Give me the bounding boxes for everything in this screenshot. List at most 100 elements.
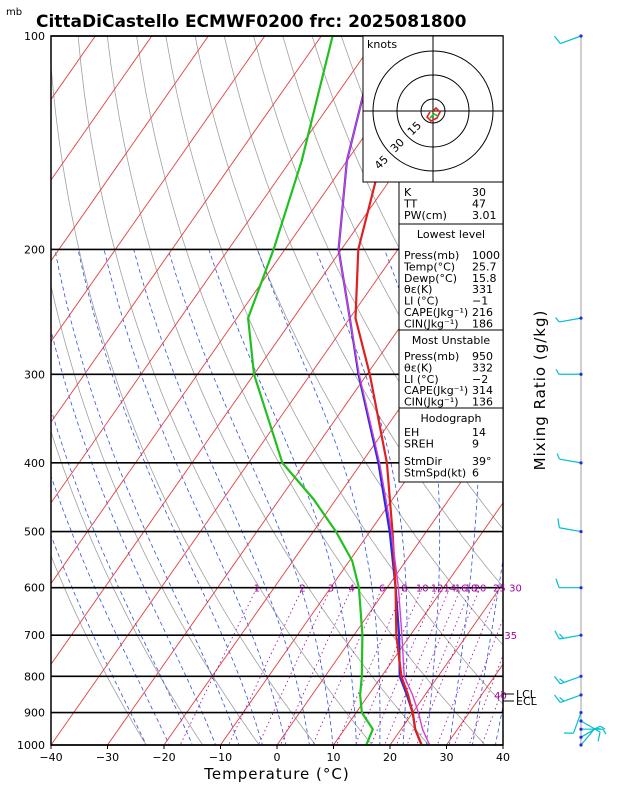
pressure-tick-300: 300 <box>24 368 45 381</box>
wind-barb-flag <box>559 678 565 683</box>
lowest-level-value-1: 25.7 <box>472 260 497 273</box>
wind-barb-staff <box>559 317 582 323</box>
pressure-tick-700: 700 <box>24 629 45 642</box>
hodograph-trace-upper <box>429 113 439 119</box>
dry-adiabat-line <box>51 284 260 745</box>
temperature-tick-20: 20 <box>383 751 397 764</box>
mixing-ratio-line <box>228 587 303 745</box>
pressure-axis-ticks: 100 200 300 400 500 600 700 800 900 1000 <box>17 30 45 752</box>
hodograph-header: Hodograph <box>421 412 482 425</box>
isotherm-line <box>51 36 209 262</box>
moist-adiabat-line <box>77 249 263 745</box>
most-unstable-label-2: LI (°C) <box>404 373 439 386</box>
mixing-ratio-lines <box>179 587 503 745</box>
lowest-level-label-3: θε(K) <box>404 283 432 296</box>
pressure-tick-100: 100 <box>24 30 45 43</box>
mixing-ratio-label-10: 10 <box>416 584 429 595</box>
wind-barb-flag <box>559 696 565 702</box>
most-unstable-value-1: 332 <box>472 361 493 374</box>
moist-adiabat-line <box>103 249 287 745</box>
moist-adiabat-line <box>256 249 381 745</box>
mixing-ratio-label-4: 4 <box>349 584 355 595</box>
lowest-level-value-0: 1000 <box>472 249 500 262</box>
lowest-level-value-2: 15.8 <box>472 272 497 285</box>
wind-barb-station <box>579 316 583 320</box>
most-unstable-label-1: θε(K) <box>404 361 432 374</box>
storm-index-label-0: StmDir <box>404 455 443 468</box>
pressure-tick-200: 200 <box>24 243 45 256</box>
lowest-level-label-2: Dewp(°C) <box>404 272 457 285</box>
general-index-label-2: PW(cm) <box>404 209 447 222</box>
lowest-level-label-1: Temp(°C) <box>403 260 455 273</box>
wind-barb-flag <box>553 35 561 44</box>
dry-adiabat-line <box>223 36 503 588</box>
isotherm-line <box>276 421 503 745</box>
hodograph-unit: knots <box>367 38 397 51</box>
hodograph-index-value-1: 9 <box>472 437 479 450</box>
moist-adiabat-line <box>315 249 408 745</box>
mixing-ratio-line <box>280 587 353 745</box>
sounding-profiles <box>247 36 436 745</box>
isotherm-line <box>51 36 379 504</box>
wind-barb <box>579 719 601 742</box>
general-index-value-1: 47 <box>472 197 486 210</box>
isotherm-line <box>51 36 322 423</box>
dry-adiabat-line <box>51 430 204 745</box>
dry-adiabat-line <box>194 36 503 646</box>
wind-barb <box>553 34 583 45</box>
wind-barb-flag <box>556 453 560 460</box>
mixing-ratio-label-40: 40 <box>494 691 507 702</box>
mixing-ratio-label-18: 18 <box>465 584 478 595</box>
wind-barb-station <box>579 735 583 739</box>
wind-barb-station <box>579 633 583 637</box>
general-index-label-0: K <box>404 186 412 199</box>
temperature-tick--20: −20 <box>152 751 175 764</box>
moist-adiabat-line <box>133 249 310 745</box>
wind-barb-station <box>579 743 583 747</box>
mixing-ratio-label-2: 2 <box>299 584 305 595</box>
wind-barb-flag <box>597 731 601 742</box>
moist-adiabat-line <box>51 474 170 745</box>
dry-adiabat-line <box>487 36 503 69</box>
wind-barb-staff <box>572 712 582 734</box>
wind-barb <box>557 518 583 534</box>
moist-adiabat-line <box>494 704 503 745</box>
mixing-ratio-label-8: 8 <box>401 584 407 595</box>
most-unstable-label-3: CAPE(Jkg⁻¹) <box>404 384 468 397</box>
dry-adiabat-line <box>77 36 373 745</box>
moist-adiabat-line <box>51 407 193 745</box>
wind-barb <box>579 727 607 735</box>
most-unstable-label-0: Press(mb) <box>404 350 459 363</box>
wind-barb-flag <box>557 518 560 528</box>
pressure-tick-600: 600 <box>24 582 45 595</box>
virtual-temperature-profile <box>337 36 431 745</box>
temperature-tick--40: −40 <box>39 751 62 764</box>
wind-barb-station <box>579 719 583 723</box>
lowest-level-label-0: Press(mb) <box>404 249 459 262</box>
wind-barb-staff <box>580 720 601 733</box>
isotherm-line <box>333 502 503 745</box>
wind-barb <box>556 453 583 465</box>
mixing-ratio-label-14: 14 <box>443 584 456 595</box>
isotherm-line <box>107 179 503 745</box>
wind-barb-station <box>579 34 583 38</box>
pressure-tick-800: 800 <box>24 670 45 683</box>
hodograph-index-value-0: 14 <box>472 426 486 439</box>
mixing-ratio-line <box>179 587 258 745</box>
wind-barb-station <box>579 710 583 715</box>
isotherm-line <box>560 36 618 745</box>
mixing-ratio-label-1: 1 <box>254 584 260 595</box>
general-index-label-1: TT <box>403 197 418 210</box>
isotherm-line <box>51 36 266 343</box>
y-axis-label: Mixing Ratio (g/kg) <box>531 310 549 471</box>
ecl-label: ECL <box>516 695 538 708</box>
wind-barb-flag <box>599 725 606 730</box>
wind-barb-flag <box>558 633 564 639</box>
storm-index-value-0: 39° <box>472 455 492 468</box>
wind-barb-flag <box>553 676 561 685</box>
wind-barb <box>563 710 583 734</box>
hodograph-trace <box>425 106 441 122</box>
lowest-level-label-6: CIN(Jkg⁻¹) <box>404 317 459 330</box>
temperature-tick-30: 30 <box>440 751 454 764</box>
